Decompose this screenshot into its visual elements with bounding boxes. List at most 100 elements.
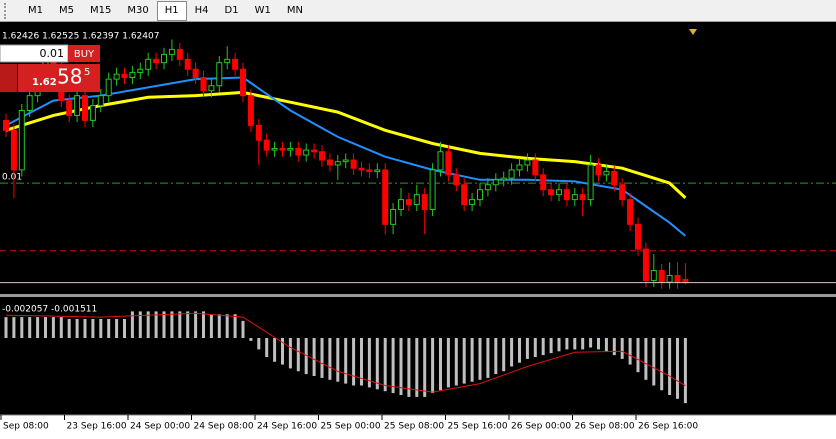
macd-bar [518,338,521,363]
candle-body [287,147,294,151]
macd-bar [67,319,71,338]
candle-body [437,151,444,171]
timeframe-button[interactable]: M1 [28,4,43,16]
candle-body [611,171,618,186]
macd-bar [478,338,482,380]
candle-body [263,139,270,151]
time-label: 25 Sep 16:00 [448,422,508,432]
macd-bar [320,338,324,378]
time-axis [0,415,836,439]
toolbar-grip [4,3,14,19]
macd-bar [154,311,158,338]
candle-body [82,95,88,121]
time-label: 23 Sep 16:00 [67,422,127,432]
macd-bar [589,338,593,348]
candle-body [121,73,128,78]
macd-bar [644,338,648,380]
timeframe-button[interactable]: D1 [224,4,239,16]
macd-bar [423,338,427,397]
candle-body [26,95,33,112]
macd-bar [344,338,348,384]
macd-bar [565,338,569,350]
macd-bar [265,338,269,357]
timeframe-toolbar: M1 M5 M15 M30 H1 H4 D1 W1 MN [0,0,836,22]
macd-bar [652,338,656,386]
macd-bar [44,317,47,338]
timeframe-button[interactable]: M30 [127,4,149,16]
macd-bar [383,338,387,392]
panel-separator [0,294,836,297]
macd-bar [510,338,514,367]
level-label: 0.01 [2,173,22,183]
candle-body [145,58,152,70]
candle-body [295,147,302,156]
candle-body [563,189,570,201]
candle-body [398,199,404,211]
timeframe-button[interactable]: W1 [254,4,271,16]
candle-body [421,194,428,210]
macd-bar [12,317,16,338]
candle-body [366,169,373,173]
candle-body [279,147,286,151]
macd-bar [462,338,466,384]
time-label: 25 Sep 08:00 [384,422,444,432]
price-sup: 5 [84,67,90,78]
candle-body [326,159,333,166]
candle-body [666,275,673,283]
timeframe-button[interactable]: H1 [156,0,187,21]
timeframe-button[interactable]: M5 [59,4,74,16]
main-panel [0,23,836,294]
timeframe-button[interactable]: MN [286,4,303,16]
timeframe-button[interactable]: M15 [90,4,112,16]
candle-body [429,169,436,210]
macd-bar [352,338,356,386]
macd-bar [130,311,134,338]
macd-bar [217,314,221,338]
macd-bar [28,317,32,338]
shift-marker [689,29,697,35]
price-big: 58 [57,65,82,89]
macd-bar [668,338,672,395]
timeframe-button[interactable]: H4 [194,4,209,16]
candle-body [619,184,626,201]
candle-body [595,164,602,176]
candle-body [540,174,547,191]
macd-bar [138,311,142,338]
buy-button[interactable] [68,45,100,62]
sell-price-box[interactable] [0,64,17,92]
macd-bar [612,338,616,356]
candle-body [548,189,555,196]
candle-body [271,147,278,151]
macd-bar [660,338,664,391]
macd-bar [273,338,277,362]
macd-bar [296,338,300,372]
macd-bar [399,338,403,395]
macd-bar [525,338,529,359]
candle-body [342,159,349,163]
macd-bar [36,317,40,338]
macd-bar [281,338,284,365]
macd-bar [186,311,190,338]
candle-body [445,151,452,176]
macd-bar [51,317,55,338]
macd-bar [170,311,174,338]
candle-body [216,62,223,87]
ohlc-text: 1.62426 1.62525 1.62397 1.62407 [2,32,159,42]
buy-price-box[interactable] [18,64,100,92]
candle-body [484,184,491,191]
candle-body [461,184,468,206]
candle-body [192,68,199,78]
candle-body [10,129,17,171]
macd-bar [446,338,450,388]
candle-body [374,169,381,173]
macd-bar [541,338,545,356]
buy-label: BUY [74,49,95,60]
candle-body [516,164,523,171]
ma-fast [5,76,687,237]
macd-bar [407,338,411,397]
macd-bar [620,338,624,359]
candle-body [390,209,397,225]
candle-body [303,149,310,156]
candle-body [247,95,254,126]
